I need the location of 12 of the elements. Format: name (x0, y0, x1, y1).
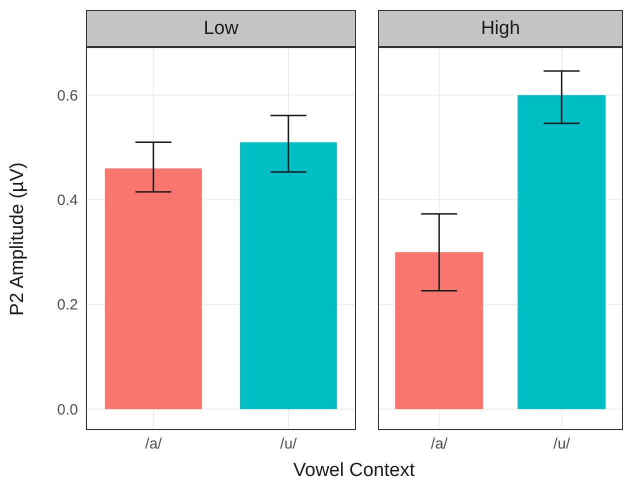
x-tick-label: /u/ (280, 436, 298, 453)
y-tick-label: 0.4 (57, 192, 78, 210)
x-axis-title: Vowel Context (292, 460, 416, 482)
x-tick-label: /a/ (145, 436, 163, 453)
chart-title: Low (86, 10, 356, 48)
y-tick-label: 0.6 (57, 87, 78, 104)
chart-title: High (378, 10, 623, 48)
y-tick-label: 0.2 (57, 296, 78, 314)
x-tick-label: /u/ (553, 436, 571, 453)
x-tick-label: /a/ (430, 436, 448, 453)
y-tick-label: 0.0 (57, 401, 78, 418)
y-axis-title: P2 Amplitude (µV) (7, 162, 29, 316)
